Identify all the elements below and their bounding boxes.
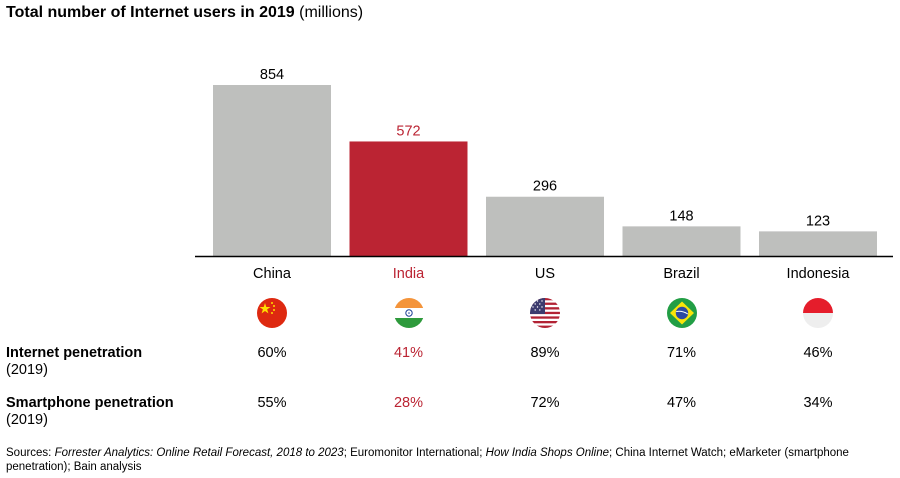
brazil-flag-icon bbox=[666, 298, 697, 328]
internet-penetration-year: (2019) bbox=[6, 362, 48, 378]
smartphone-penetration-brazil: 47% bbox=[666, 395, 697, 411]
chart-title-main: Total number of Internet users in 2019 bbox=[6, 4, 295, 21]
smartphone-penetration-india: 28% bbox=[393, 395, 424, 411]
data-label-brazil: 148 bbox=[669, 208, 693, 224]
internet-penetration-india: 41% bbox=[393, 345, 424, 361]
smartphone-penetration-title: Smartphone penetration bbox=[6, 395, 174, 411]
sources-prefix: Sources: bbox=[6, 447, 55, 459]
data-label-india: 572 bbox=[396, 123, 420, 139]
bar-india bbox=[349, 141, 468, 256]
category-label-china: China bbox=[253, 266, 292, 282]
internet-penetration-title: Internet penetration bbox=[6, 345, 143, 361]
bar-brazil bbox=[622, 226, 741, 256]
china-flag-icon bbox=[257, 298, 287, 328]
category-label-india: India bbox=[393, 266, 425, 282]
data-label-china: 854 bbox=[260, 67, 284, 83]
internet-penetration-label: Internet penetration (2019) bbox=[6, 345, 142, 379]
smartphone-penetration-year: (2019) bbox=[6, 412, 48, 428]
source-forrester: Forrester Analytics: Online Retail Forec… bbox=[54, 447, 344, 459]
smartphone-penetration-us: 72% bbox=[530, 395, 560, 411]
data-label-indonesia: 123 bbox=[806, 213, 830, 229]
internet-penetration-us: 89% bbox=[530, 345, 560, 361]
indonesia-flag-icon bbox=[803, 298, 833, 328]
category-label-brazil: Brazil bbox=[663, 266, 699, 282]
bar-us bbox=[486, 196, 604, 256]
us-flag-icon bbox=[530, 298, 560, 328]
category-label-indonesia: Indonesia bbox=[787, 266, 851, 282]
bar-china bbox=[213, 85, 331, 256]
internet-penetration-china: 60% bbox=[257, 345, 287, 361]
chart-title: Total number of Internet users in 2019 (… bbox=[6, 4, 363, 22]
sources-text-1: ; Euromonitor International; bbox=[343, 447, 486, 459]
internet-penetration-brazil: 71% bbox=[666, 345, 697, 361]
bar-indonesia bbox=[759, 231, 877, 256]
chart-title-unit: (millions) bbox=[299, 4, 364, 21]
bar-chart: 854 China 572 India 296 US 148 Brazil 123 Indones… bbox=[195, 67, 893, 282]
internet-penetration-indonesia: 46% bbox=[803, 345, 833, 361]
smartphone-penetration-indonesia: 34% bbox=[803, 395, 833, 411]
category-label-us: US bbox=[535, 266, 555, 282]
smartphone-penetration-china: 55% bbox=[257, 395, 287, 411]
india-flag-icon bbox=[393, 298, 424, 328]
data-label-us: 296 bbox=[533, 179, 557, 195]
source-how-india-shops: How India Shops Online bbox=[485, 447, 610, 459]
smartphone-penetration-label: Smartphone penetration (2019) bbox=[6, 395, 174, 429]
sources-note: Sources: Forrester Analytics: Online Ret… bbox=[6, 446, 894, 474]
sources-text-2: ; China Internet Watch; eMarketer (smart… bbox=[6, 447, 849, 473]
